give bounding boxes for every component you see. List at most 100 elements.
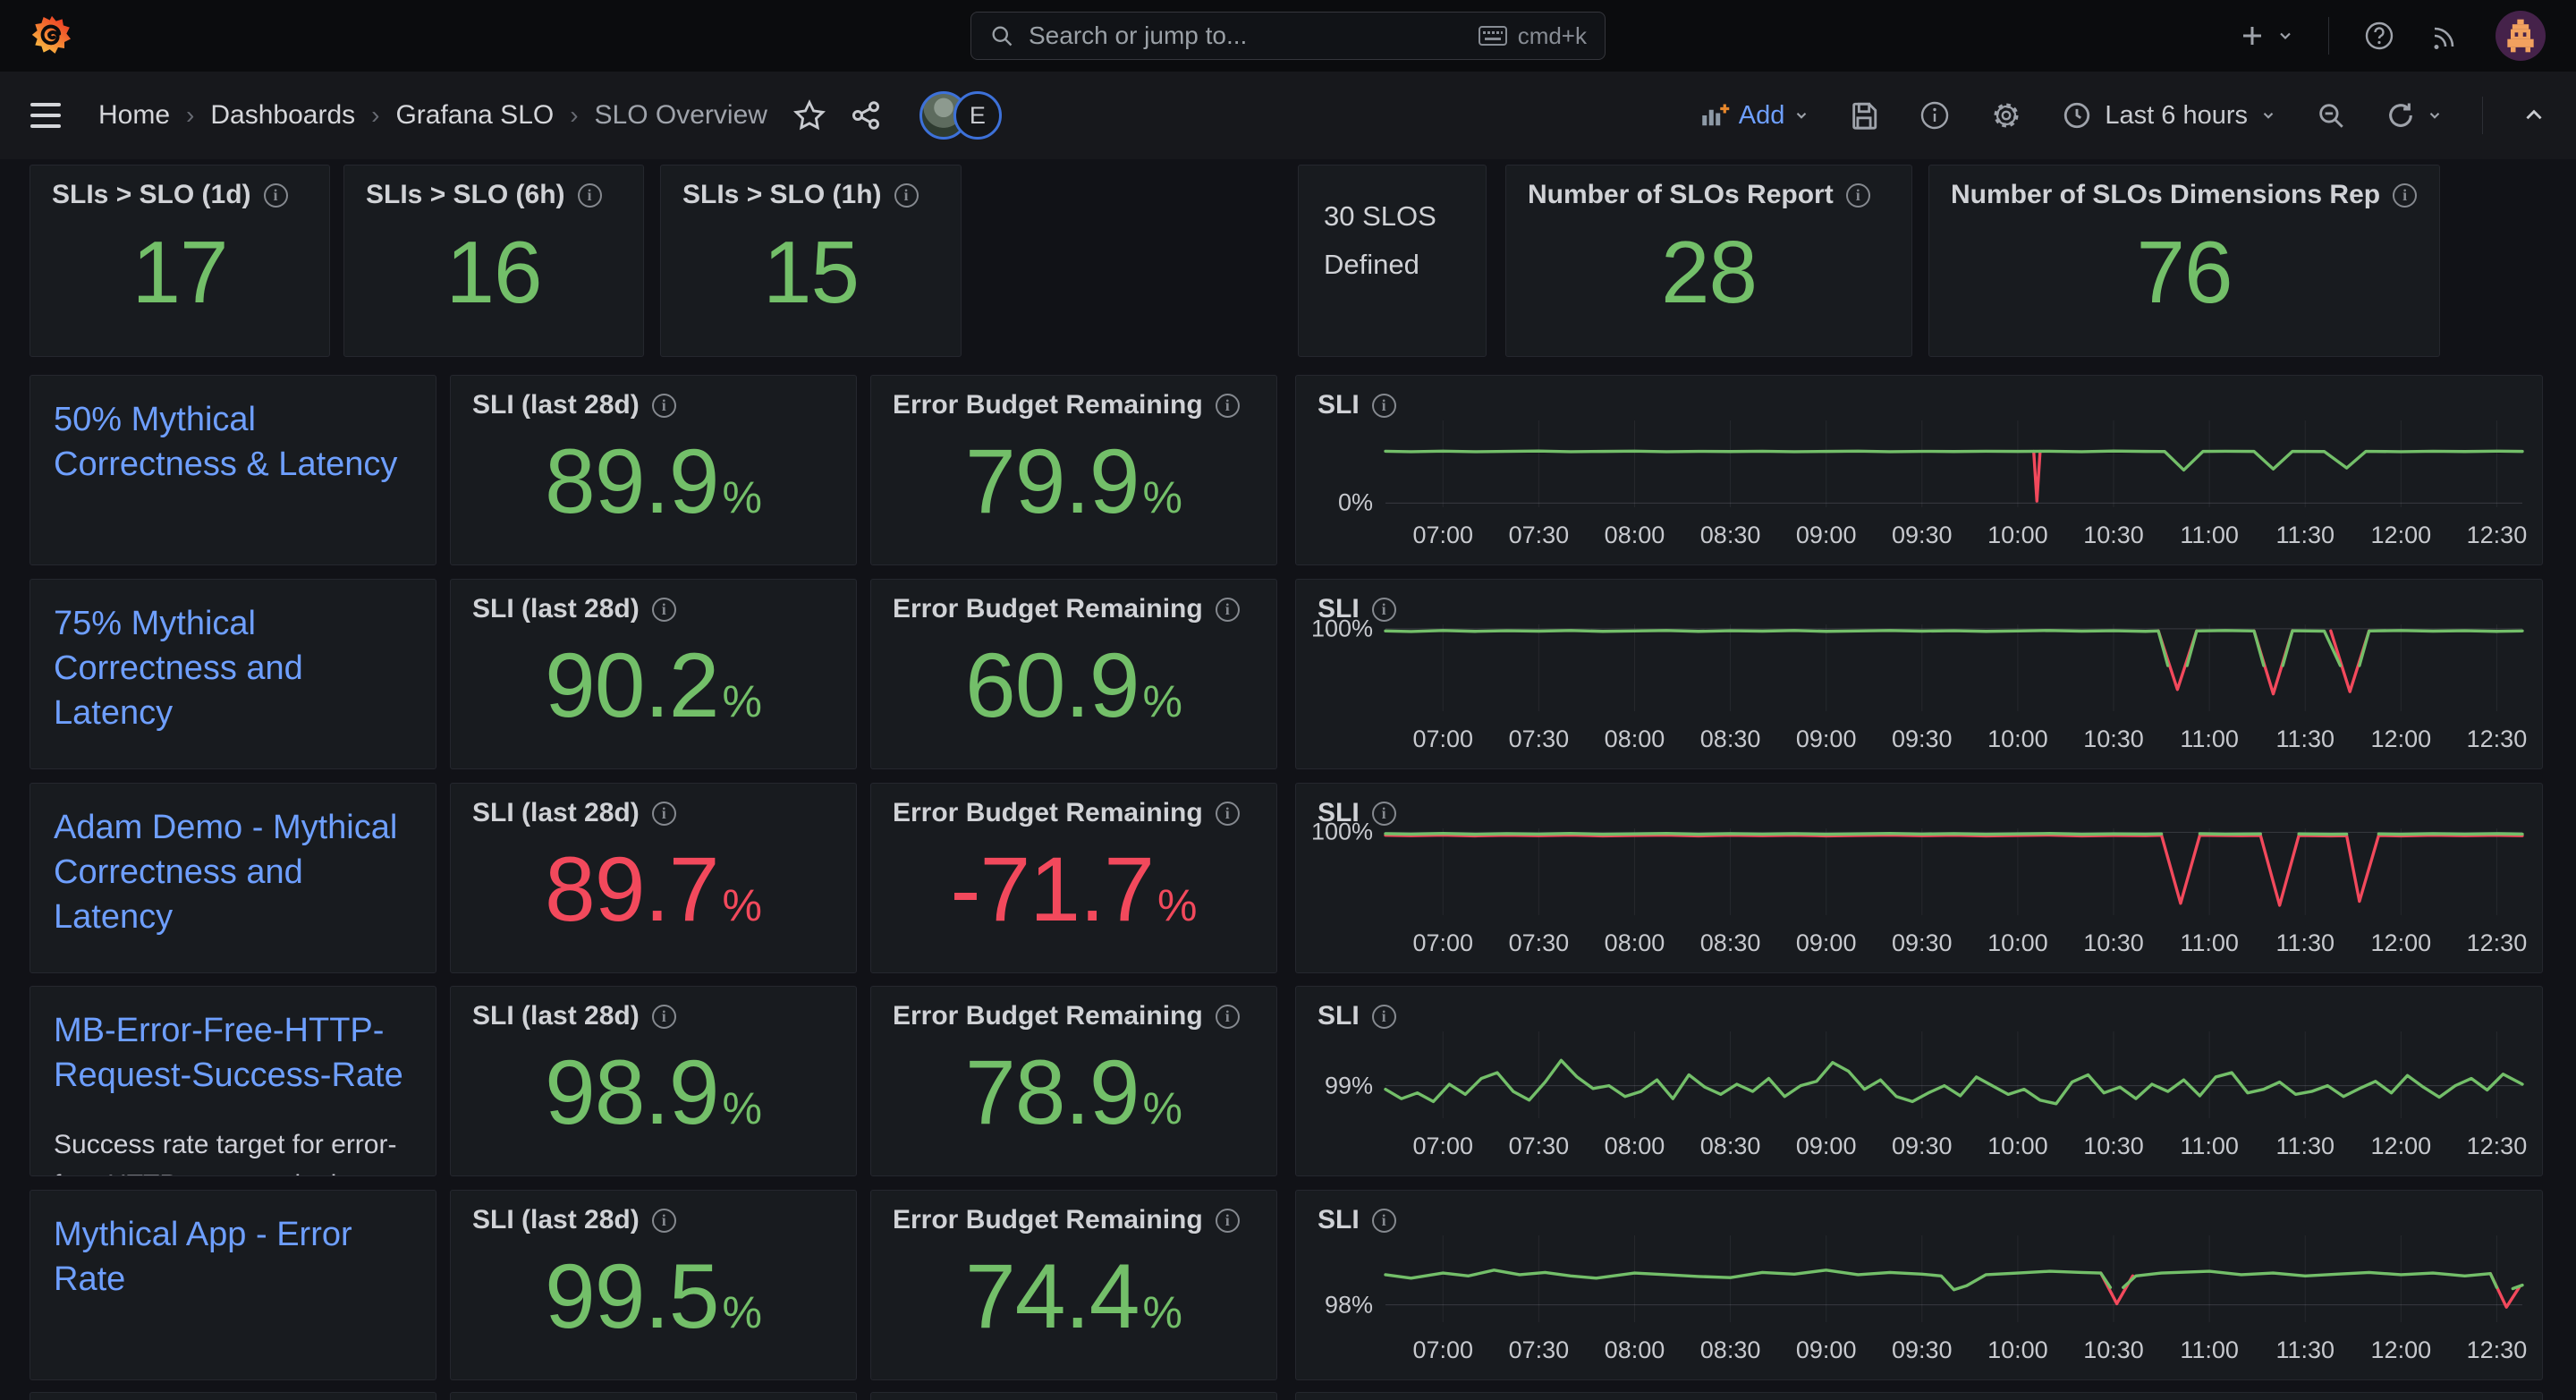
stat-panel-error-budget[interactable]: Error Budget Remainingi74.4% [870,1190,1277,1380]
stat-panel-sli-28d[interactable]: SLI (last 28d)i98.9% [450,986,857,1176]
favorite-button[interactable] [792,98,826,132]
sli-timeseries-chart[interactable] [1385,1031,2522,1118]
grafana-logo[interactable] [27,11,77,61]
info-icon[interactable]: i [1846,183,1870,208]
zoom-out-time-button[interactable] [2316,100,2346,131]
stat-panel-sli-28d[interactable]: SLI (last 28d)i89.9% [450,375,857,565]
dashboard-settings-button[interactable] [1990,99,2022,132]
chart-panel-sli[interactable]: SLIi100%07:0007:3008:0008:3009:0009:3010… [1295,579,2543,769]
stat-value-wrap: 98.9% [451,1047,856,1138]
sli-timeseries-chart[interactable] [1385,828,2522,915]
stat-panel-slos-dimensions[interactable]: Number of SLOs Dimensions Repi 76 [1928,165,2440,357]
info-icon[interactable]: i [652,598,676,622]
info-icon[interactable]: i [578,183,602,208]
info-icon[interactable]: i [652,1209,676,1233]
help-button[interactable] [2363,20,2395,52]
slo-dashboard-link[interactable]: Mythical App - Error Rate [54,1212,412,1302]
x-axis-tick-label: 12:00 [2371,1336,2432,1364]
info-icon[interactable]: i [1372,1209,1396,1233]
slo-dashboard-link[interactable]: MB-Error-Free-HTTP-Request-Success-Rate [54,1008,412,1098]
stat-panel-slis-slo-1d[interactable]: SLIs > SLO (1d)i 17 [30,165,330,357]
chart-panel-sli[interactable]: SLIi0%07:0007:3008:0008:3009:0009:3010:0… [1295,375,2543,565]
sli-timeseries-chart[interactable] [1385,1235,2522,1322]
y-axis-tick-label: 98% [1325,1291,1373,1319]
y-axis-tick-label: 0% [1338,489,1373,517]
breadcrumb-home[interactable]: Home [98,100,170,131]
text-panel-slos-defined[interactable]: 30 SLOS Defined [1298,165,1487,357]
help-icon [2363,20,2395,52]
global-search[interactable]: cmd+k [970,12,1606,60]
news-button[interactable] [2429,20,2462,52]
stat-panel-error-budget[interactable]: Error Budget Remainingi78.9% [870,986,1277,1176]
x-axis-tick-label: 10:30 [2083,1336,2144,1364]
chart-panel-sli[interactable]: SLIi100%07:0007:3008:0008:3009:0009:3010… [1295,783,2543,973]
share-button[interactable] [850,99,882,132]
slo-dashboard-link[interactable]: Adam Demo - Mythical Correctness and Lat… [54,805,412,939]
stat-panel-slis-slo-6h[interactable]: SLIs > SLO (6h)i 16 [343,165,644,357]
stat-value-wrap: 89.9% [451,436,856,527]
stat-value-wrap: 74.4% [871,1251,1276,1342]
search-input[interactable] [1029,21,1464,50]
info-icon[interactable]: i [1216,1209,1240,1233]
info-icon[interactable]: i [1216,394,1240,418]
breadcrumb-dashboards[interactable]: Dashboards [210,100,355,131]
collapse-toolbar-button[interactable] [2522,104,2546,127]
breadcrumb: Home › Dashboards › Grafana SLO › SLO Ov… [98,100,767,131]
add-panel-button[interactable]: Add [1699,101,1810,131]
user-avatar[interactable] [2496,11,2546,61]
x-axis-tick-label: 10:00 [1987,1336,2048,1364]
mega-menu-button[interactable] [30,103,61,128]
info-icon[interactable]: i [1216,802,1240,826]
x-axis-tick-label: 11:30 [2275,1133,2334,1160]
stat-panel-sli-28d[interactable]: SLI (last 28d)i89.7% [450,783,857,973]
sli-timeseries-chart[interactable] [1385,624,2522,711]
save-dashboard-button[interactable] [1849,100,1879,131]
stat-panel-error-budget[interactable]: Error Budget Remainingi60.9% [870,579,1277,769]
breadcrumb-folder[interactable]: Grafana SLO [395,100,554,131]
panel-title: Number of SLOs Report [1528,180,1834,210]
stat-panel-sli-28d[interactable]: SLI (last 28d)i90.2% [450,579,857,769]
chart-panel-sli[interactable]: SLIi99%07:0007:3008:0008:3009:0009:3010:… [1295,986,2543,1176]
stat-value: 28 [1661,223,1757,321]
stat-value: -71.7 [951,838,1155,940]
stat-panel-error-budget[interactable]: Error Budget Remainingi79.9% [870,375,1277,565]
dashboard-insights-button[interactable] [1919,99,1951,132]
toolbar-right: Add [1699,97,2546,134]
sli-timeseries-chart[interactable] [1385,420,2522,507]
slo-title-panel: 75% Mythical Correctness and Latency [30,579,436,769]
info-icon[interactable]: i [894,183,919,208]
new-menu-button[interactable] [2239,22,2294,49]
stat-value-wrap: 99.5% [451,1251,856,1342]
chevron-up-icon [2522,104,2546,127]
x-axis-tick-label: 12:00 [2371,929,2432,957]
slo-dashboard-link[interactable]: 50% Mythical Correctness & Latency [54,397,412,487]
info-icon[interactable]: i [1372,802,1396,826]
info-icon[interactable]: i [652,802,676,826]
info-icon[interactable]: i [1216,598,1240,622]
collaborator-avatar-initial[interactable]: E [953,91,1002,140]
chart-panel-sli[interactable]: SLIi98%07:0007:3008:0008:3009:0009:3010:… [1295,1190,2543,1380]
stat-panel-slis-slo-1h[interactable]: SLIs > SLO (1h)i 15 [660,165,962,357]
info-icon[interactable]: i [264,183,288,208]
info-icon[interactable]: i [1216,1005,1240,1029]
refresh-picker[interactable] [2385,100,2443,131]
info-icon[interactable]: i [2393,183,2417,208]
slo-dashboard-link[interactable]: 75% Mythical Correctness and Latency [54,601,412,735]
x-axis-tick-label: 09:00 [1796,929,1857,957]
divider [2482,97,2483,134]
info-icon[interactable]: i [1372,1005,1396,1029]
stat-panel-error-budget[interactable]: Error Budget Remainingi-71.7% [870,783,1277,973]
keyboard-icon [1479,25,1507,47]
x-axis-tick-label: 11:00 [2180,929,2239,957]
panel-title: SLI [1318,390,1360,420]
time-range-picker[interactable]: Last 6 hours [2062,100,2276,131]
info-icon[interactable]: i [652,394,676,418]
info-icon[interactable]: i [652,1005,676,1029]
info-icon[interactable]: i [1372,394,1396,418]
info-icon[interactable]: i [1372,598,1396,622]
stat-unit: % [723,472,762,522]
next-row-panel-peek [30,1392,436,1400]
stat-panel-slos-report[interactable]: Number of SLOs Report i 28 [1505,165,1912,357]
panel-title: SLIs > SLO (6h) [366,180,565,210]
stat-panel-sli-28d[interactable]: SLI (last 28d)i99.5% [450,1190,857,1380]
